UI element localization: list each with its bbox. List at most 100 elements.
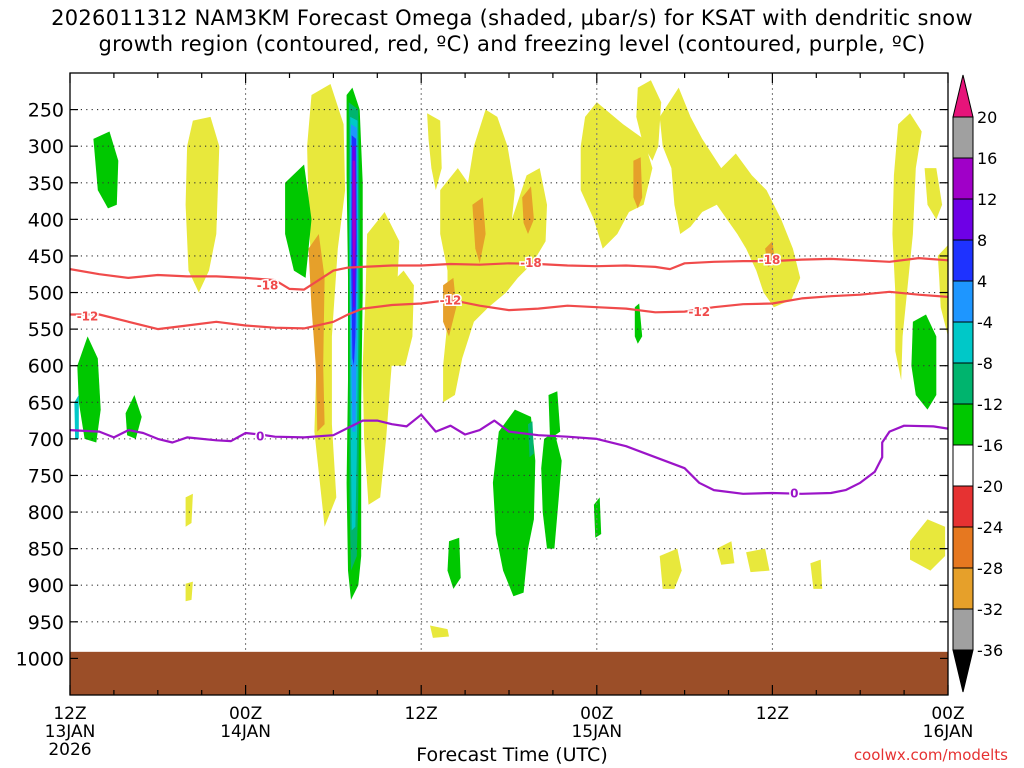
colorbar-label-8: -16: [977, 436, 1003, 455]
colorbar-label-1: 16: [977, 149, 997, 168]
y-tick-label-850: 850: [28, 539, 64, 561]
contour-label--18-1: -18: [520, 256, 542, 270]
colorbar-bin-bottom: [952, 608, 974, 651]
contour-label-0-1: 0: [790, 487, 798, 501]
y-tick-label-700: 700: [28, 429, 64, 451]
omega-region-7: [636, 80, 662, 161]
omega-region-39: [528, 421, 534, 458]
colorbar-bin-1: [952, 157, 974, 200]
y-tick-label-600: 600: [28, 356, 64, 378]
y-tick-label-400: 400: [28, 209, 64, 231]
y-tick-label-350: 350: [28, 173, 64, 195]
colorbar-label-11: -28: [977, 559, 1003, 578]
x-tick-label-0-0: 12Z: [53, 704, 86, 724]
omega-region-19: [910, 519, 946, 571]
omega-region-41: [74, 395, 79, 439]
omega-region-10: [924, 168, 943, 220]
omega-region-32: [541, 431, 562, 549]
omega-region-26: [93, 131, 119, 209]
colorbar: 20 16 12 8 4 -4 -8 -12 -16 -20 -24 -28 -32 -36: [952, 74, 1003, 693]
colorbar-label-10: -24: [977, 518, 1003, 537]
omega-region-15: [659, 548, 682, 589]
x-tick-label-60-0: 00Z: [931, 704, 964, 724]
y-tick-label-800: 800: [28, 502, 64, 524]
below-ground-band: [70, 651, 948, 695]
omega-region-35: [593, 497, 602, 538]
surface-terrain-layer: [70, 651, 948, 695]
colorbar-label-7: -12: [977, 395, 1003, 414]
omega-region-13: [185, 581, 193, 602]
omega-region-34: [447, 537, 461, 589]
omega-region-6: [580, 102, 653, 249]
omega-region-16: [716, 541, 735, 565]
omega-region-17: [746, 548, 770, 573]
omega-region-37: [911, 314, 937, 410]
y-tick-label-300: 300: [28, 136, 64, 158]
contour-label--12-1: -12: [440, 293, 462, 307]
chart-title-line-2: growth region (contoured, red, ºC) and f…: [98, 32, 926, 56]
colorbar-label-5: -4: [977, 313, 993, 332]
omega-region-5: [440, 109, 547, 403]
omega-region-18: [810, 559, 823, 589]
omega-region-29: [285, 164, 312, 278]
y-tick-label-900: 900: [28, 575, 64, 597]
omega-region-11: [937, 245, 948, 337]
contour-label-0-0: 0: [256, 429, 264, 443]
colorbar-bin-11: [952, 567, 974, 610]
colorbar-bin-0: [952, 116, 974, 159]
omega-region-28: [125, 395, 142, 439]
x-tick-label-36-0: 00Z: [580, 704, 613, 724]
colorbar-label-0: 20: [977, 108, 997, 127]
omega-region-27: [77, 336, 101, 443]
omega-region-8: [659, 87, 801, 308]
colorbar-label-4: 4: [977, 272, 987, 291]
y-tick-label-1000: 1000: [16, 648, 64, 670]
colorbar-label-2: 12: [977, 190, 997, 209]
x-axis-label: Forecast Time (UTC): [416, 744, 608, 766]
colorbar-label-6: -8: [977, 354, 993, 373]
x-tick-label-24-0: 12Z: [405, 704, 438, 724]
colorbar-bin-6: [952, 362, 974, 405]
y-tick-label-650: 650: [28, 392, 64, 414]
omega-region-36: [634, 303, 643, 344]
omega-region-0: [185, 116, 220, 293]
omega-region-31: [492, 409, 536, 597]
y-tick-label-750: 750: [28, 465, 64, 487]
contour-label--12-2: -12: [688, 305, 710, 319]
colorbar-bin-7: [952, 403, 974, 446]
omega-region-45: [352, 160, 356, 271]
omega-region-14: [430, 625, 449, 638]
y-tick-label-250: 250: [28, 100, 64, 122]
y-tick-label-450: 450: [28, 246, 64, 268]
colorbar-label-3: 8: [977, 231, 987, 250]
omega-region-4: [427, 113, 442, 191]
omega-region-9: [892, 113, 922, 381]
contour-label--18-2: -18: [759, 253, 781, 267]
x-tick-label-12-0: 00Z: [229, 704, 262, 724]
x-tick-label-60-1: 16JAN: [923, 722, 974, 742]
x-tick-label-48-0: 12Z: [756, 704, 789, 724]
colorbar-bin-10: [952, 526, 974, 569]
contour-line--18: [70, 257, 948, 291]
y-tick-label-550: 550: [28, 319, 64, 341]
colorbar-bin-3: [952, 239, 974, 282]
colorbar-bin-5: [952, 321, 974, 364]
colorbar-bottom-arrow: [952, 649, 974, 693]
omega-region-22: [443, 277, 457, 337]
colorbar-bin-8: [952, 444, 974, 487]
contour-label--12-0: -12: [77, 309, 99, 323]
omega-region-1: [307, 84, 346, 527]
omega-shading-layer: [74, 80, 948, 638]
colorbar-top-arrow: [952, 74, 974, 118]
colorbar-label-9: -20: [977, 477, 1003, 496]
y-tick-label-950: 950: [28, 612, 64, 634]
x-tick-label-36-1: 15JAN: [571, 722, 622, 742]
colorbar-bin-4: [952, 280, 974, 323]
colorbar-label-13: -36: [977, 641, 1003, 660]
colorbar-bin-9: [952, 485, 974, 528]
omega-region-23: [522, 186, 534, 234]
credit-text: coolwx.com/modelts: [853, 746, 1008, 764]
omega-region-21: [472, 197, 486, 264]
contour-lines-layer: -18 -18 -18 -12 -12 -12 0 0: [70, 252, 948, 502]
